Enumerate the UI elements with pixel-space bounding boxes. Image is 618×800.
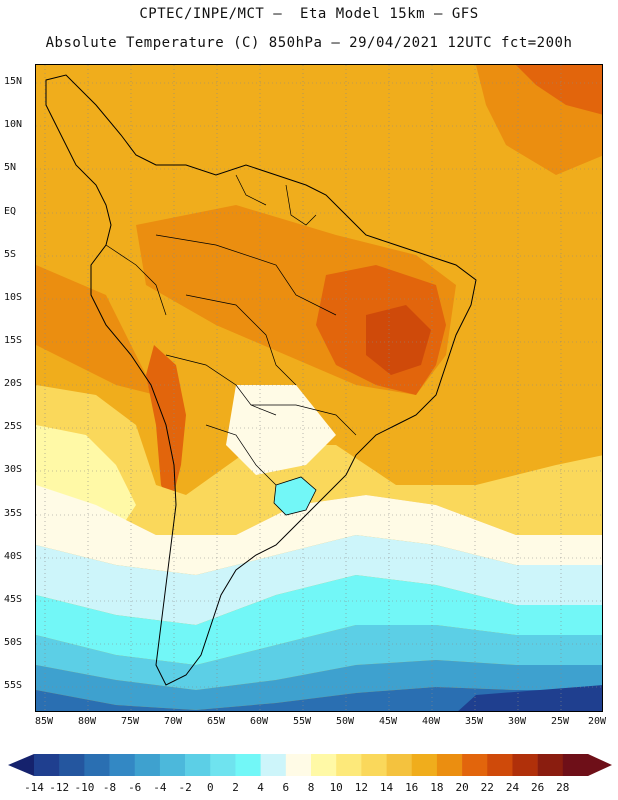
colorbar-cell xyxy=(462,754,488,776)
colorbar-label: 24 xyxy=(505,781,520,794)
field-warm-coast-pacific xyxy=(36,265,156,395)
field-lightcyan-band xyxy=(36,535,602,625)
lat-label-eq: EQ xyxy=(4,206,17,217)
colorbar-label: -2 xyxy=(178,781,192,794)
lon-label-25w: 25W xyxy=(550,716,570,727)
field-darkblue-band xyxy=(36,687,602,711)
temperature-field xyxy=(36,65,602,711)
lat-label-25s: 25S xyxy=(4,421,23,432)
lon-label-65w: 65W xyxy=(206,716,226,727)
colorbar-cell xyxy=(411,754,438,776)
colorbar-low-arrow xyxy=(8,754,34,776)
colorbar-cell xyxy=(436,754,463,776)
lon-label-80w: 80W xyxy=(77,716,97,727)
lon-label-30w: 30W xyxy=(507,716,527,727)
temperature-map xyxy=(35,64,603,712)
field-lightblue-band xyxy=(36,625,602,690)
colorbar-cell xyxy=(537,754,564,776)
lat-label-5s: 5S xyxy=(4,249,17,260)
lon-label-70w: 70W xyxy=(163,716,183,727)
colorbar-label: 12 xyxy=(354,781,369,794)
map-title-line2: Absolute Temperature (C) 850hPa – 29/04/… xyxy=(45,35,573,51)
colorbar-label: -10 xyxy=(74,781,95,794)
colorbar-high-arrow xyxy=(588,754,612,776)
lat-label-10n: 10N xyxy=(4,119,23,130)
colorbar-label: 20 xyxy=(455,781,469,794)
colorbar-label: 18 xyxy=(430,781,444,794)
colorbar-cell xyxy=(109,754,136,776)
colorbar-label: -4 xyxy=(153,781,167,794)
lat-label-50s: 50S xyxy=(4,637,23,648)
colorbar-cell xyxy=(210,754,236,776)
lon-label-60w: 60W xyxy=(249,716,269,727)
lagoon-region xyxy=(273,476,317,516)
colorbar-label: 28 xyxy=(556,781,570,794)
lat-label-15n: 15N xyxy=(4,76,23,87)
lat-label-10s: 10S xyxy=(4,292,23,303)
field-cream-band xyxy=(36,485,602,575)
graticule xyxy=(36,65,602,711)
colorbar-cell xyxy=(185,754,211,776)
colorbar-label: 22 xyxy=(480,781,494,794)
lat-label-40s: 40S xyxy=(4,551,23,562)
lon-label-85w: 85W xyxy=(34,716,54,727)
colorbar-cell xyxy=(512,754,538,776)
lat-label-45s: 45S xyxy=(4,594,23,605)
lon-label-75w: 75W xyxy=(120,716,140,727)
colorbar-label: 26 xyxy=(530,781,545,794)
lat-label-30s: 30S xyxy=(4,464,23,475)
colorbar-cell xyxy=(159,754,186,776)
colorbar-label: -6 xyxy=(128,781,142,794)
lat-label-35s: 35S xyxy=(4,508,23,519)
colorbar-label: 14 xyxy=(379,781,394,794)
colorbar-cell xyxy=(59,754,85,776)
field-mid-yellow xyxy=(36,385,602,535)
field-cold-core xyxy=(458,685,602,711)
lat-label-55s: 55S xyxy=(4,680,23,691)
country-borders xyxy=(105,174,357,486)
colorbar-label: 2 xyxy=(232,781,239,794)
colorbar-cell xyxy=(34,754,60,776)
temperature-colorbar xyxy=(8,754,612,776)
field-pale-2 xyxy=(226,385,336,475)
colorbar-label: -12 xyxy=(49,781,70,794)
colorbar-cell xyxy=(386,754,413,776)
colorbar-label: 16 xyxy=(405,781,419,794)
colorbar-label: 8 xyxy=(307,781,315,794)
lon-label-55w: 55W xyxy=(292,716,312,727)
colorbar-cell xyxy=(134,754,161,776)
lon-label-20w: 20W xyxy=(587,716,607,727)
lon-label-45w: 45W xyxy=(378,716,398,727)
field-cyan-band xyxy=(36,575,602,665)
colorbar-label: 10 xyxy=(329,781,343,794)
colorbar-label: 4 xyxy=(257,781,264,794)
lon-label-35w: 35W xyxy=(464,716,484,727)
colorbar-label: -14 xyxy=(24,781,44,794)
colorbar-label: 6 xyxy=(282,781,290,794)
colorbar-label: -8 xyxy=(102,781,117,794)
colorbar-cell xyxy=(285,754,312,776)
colorbar-cell xyxy=(235,754,261,776)
colorbar-cell xyxy=(562,754,589,776)
field-hot-ne xyxy=(516,65,602,115)
field-blue-band xyxy=(36,660,602,710)
lat-label-15s: 15S xyxy=(4,335,23,346)
colorbar-label: 0 xyxy=(206,781,214,794)
south-america-outline xyxy=(45,74,477,686)
colorbar-cell xyxy=(487,754,513,776)
field-hot-brazil-core xyxy=(366,305,431,375)
colorbar-cell xyxy=(311,754,337,776)
lon-label-40w: 40W xyxy=(421,716,441,727)
colorbar-cell xyxy=(361,754,387,776)
colorbar-cell xyxy=(84,754,110,776)
lat-label-20s: 20S xyxy=(4,378,23,389)
colorbar-cell xyxy=(260,754,287,776)
lon-label-50w: 50W xyxy=(335,716,355,727)
colorbar-cell xyxy=(336,754,362,776)
map-title-line1: CPTEC/INPE/MCT – Eta Model 15km – GFS xyxy=(139,6,479,22)
lat-label-5n: 5N xyxy=(4,162,17,173)
